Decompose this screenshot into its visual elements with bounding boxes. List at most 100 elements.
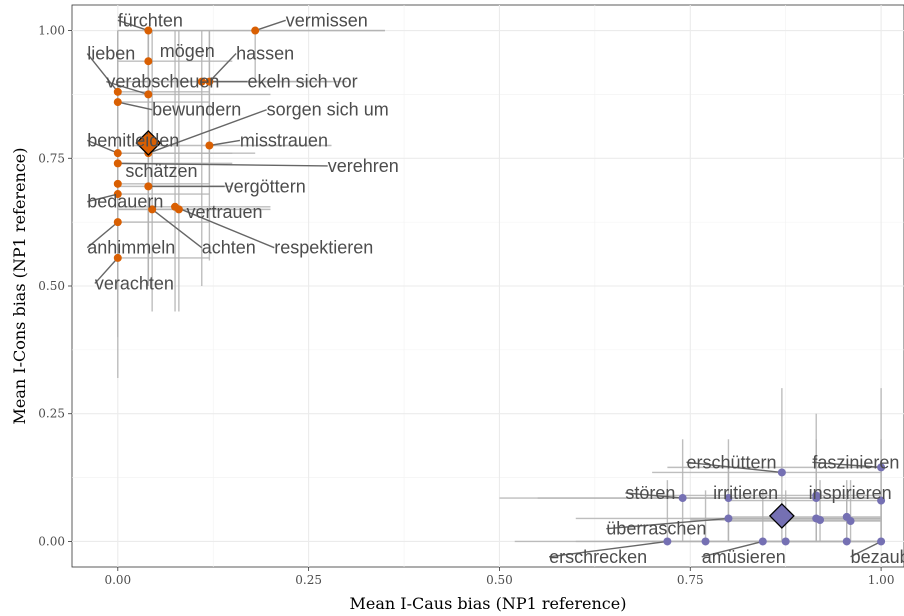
data-point: [144, 26, 153, 35]
data-point: [205, 141, 214, 150]
point-label: inspirieren: [809, 483, 892, 503]
data-point: [113, 218, 122, 227]
data-point: [678, 494, 687, 503]
point-label: bemitleiden: [87, 130, 179, 150]
data-point: [812, 491, 821, 500]
label-leader-lines: [86, 19, 882, 558]
data-point: [113, 98, 122, 107]
data-point: [113, 159, 122, 168]
label-leader-line: [701, 540, 763, 558]
point-label: misstrauen: [240, 130, 328, 150]
point-label: respektieren: [274, 238, 373, 258]
point-label: irritieren: [713, 483, 778, 503]
point-label: fürchten: [118, 10, 183, 30]
x-tick-label: 0.50: [486, 573, 513, 587]
data-point: [113, 190, 122, 199]
data-point: [877, 537, 886, 546]
data-point: [144, 182, 153, 191]
point-label: stören: [625, 483, 675, 503]
point-label: bezaubern: [851, 547, 904, 567]
label-leader-line: [86, 139, 119, 154]
point-label: ekeln sich vor: [248, 72, 358, 92]
point-label: vermissen: [286, 10, 368, 30]
label-leader-line: [625, 492, 683, 499]
label-leader-line: [812, 461, 882, 469]
label-leader-line: [87, 193, 118, 203]
y-axis-title: Mean I-Cons bias (NP1 reference): [10, 147, 29, 424]
point-label: bedauern: [87, 192, 163, 212]
data-points: [113, 26, 886, 546]
data-point: [113, 179, 122, 188]
label-leader-line: [117, 19, 149, 32]
data-point: [171, 202, 180, 211]
data-point: [197, 77, 206, 86]
y-tick-label: 0.00: [38, 534, 65, 548]
label-leader-line: [94, 257, 119, 284]
point-label: sorgen sich um: [267, 100, 389, 120]
x-tick-label: 1.00: [868, 573, 895, 587]
label-leader-line: [606, 517, 729, 530]
x-axis-title: Mean I-Caus bias (NP1 reference): [350, 594, 627, 613]
point-label: vertrauen: [186, 202, 262, 222]
point-label: faszinieren: [812, 452, 899, 472]
label-leader-line: [209, 139, 241, 147]
point-label: mögen: [160, 41, 215, 61]
point-label: überraschen: [606, 519, 706, 539]
axis-ticks: 0.00 0.25 0.50 0.75 1.00 0.00 0.25 0.50 0.75 1.00: [38, 24, 894, 587]
point-label: anhimmeln: [87, 238, 175, 258]
point-label: verachten: [95, 273, 174, 293]
data-point: [777, 468, 786, 477]
data-point: [842, 537, 851, 546]
data-point: [251, 26, 260, 35]
data-point: [724, 514, 733, 523]
point-label: bewundern: [152, 100, 241, 120]
y-tick-label: 0.25: [38, 407, 65, 421]
y-tick-label: 0.50: [38, 279, 65, 293]
label-leader-line: [86, 53, 119, 93]
label-leader-line: [148, 109, 267, 154]
point-label: verehren: [328, 156, 399, 176]
label-leader-line: [208, 53, 237, 83]
x-tick-label: 0.75: [677, 573, 704, 587]
x-tick-label: 0.25: [295, 573, 322, 587]
point-label: schätzen: [125, 161, 197, 181]
label-leader-line: [548, 540, 668, 558]
label-leader-line: [151, 208, 203, 249]
point-label: hassen: [236, 44, 294, 64]
point-label: lieben: [87, 44, 135, 64]
data-point: [724, 494, 733, 503]
y-tick-label: 0.75: [38, 151, 65, 165]
point-labels: fürchten vermissen lieben mögen hassen verabs…: [87, 10, 904, 566]
data-point: [148, 205, 157, 214]
label-leader-line: [117, 101, 153, 111]
data-point: [205, 77, 214, 86]
data-point: [113, 87, 122, 96]
point-label: erschrecken: [549, 547, 647, 567]
data-point: [144, 90, 153, 99]
data-point: [701, 537, 710, 546]
point-label: achten: [202, 238, 256, 258]
data-point: [144, 57, 153, 66]
data-point: [663, 537, 672, 546]
label-leader-line: [174, 206, 275, 249]
label-leader-line: [106, 80, 149, 96]
point-label: vergöttern: [225, 176, 306, 196]
label-leader-line: [686, 461, 782, 474]
point-label: erschüttern: [686, 452, 776, 472]
data-point: [877, 463, 886, 472]
y-tick-label: 1.00: [38, 24, 65, 38]
data-point: [113, 253, 122, 262]
label-leader-line: [86, 221, 119, 249]
data-point: [877, 496, 886, 505]
label-leader-line: [254, 19, 286, 32]
point-label: verabscheuen: [106, 72, 219, 92]
data-point: [781, 537, 790, 546]
centroid-diamond: [135, 130, 162, 156]
data-point: [816, 515, 825, 524]
label-leader-line: [117, 162, 328, 167]
point-label: amüsieren: [702, 547, 786, 567]
centroid-diamond: [768, 502, 795, 529]
label-leader-line: [850, 540, 882, 558]
data-point: [113, 149, 122, 158]
